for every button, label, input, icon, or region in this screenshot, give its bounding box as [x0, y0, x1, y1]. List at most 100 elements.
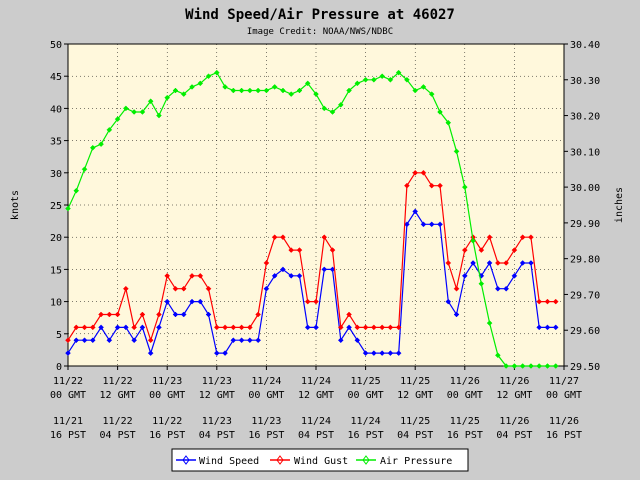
- right-tick-label: 29.90: [570, 219, 600, 230]
- data-point-wind-speed: [123, 324, 129, 331]
- x-tick-date-pst: 11/22: [152, 416, 182, 427]
- data-point-air-pressure: [180, 91, 187, 97]
- data-point-wind-gust: [486, 234, 493, 241]
- left-tick-label: 10: [50, 298, 62, 309]
- data-point-air-pressure: [230, 87, 237, 94]
- data-point-air-pressure: [346, 87, 352, 94]
- data-point-wind-gust: [478, 247, 485, 253]
- data-point-wind-speed: [81, 337, 88, 344]
- data-point-wind-gust: [362, 324, 369, 331]
- data-point-wind-speed: [114, 324, 121, 331]
- data-point-wind-speed: [156, 324, 162, 331]
- data-point-wind-gust: [222, 324, 228, 331]
- data-point-wind-gust: [412, 169, 419, 176]
- data-point-air-pressure: [106, 127, 113, 133]
- series-layer: [66, 69, 559, 369]
- x-tick-time-gmt: 12 GMT: [100, 390, 136, 401]
- right-tick-label: 29.60: [570, 326, 600, 337]
- data-point-wind-gust: [98, 311, 104, 318]
- data-point-air-pressure: [238, 87, 245, 94]
- data-point-air-pressure: [156, 112, 162, 119]
- data-point-wind-gust: [81, 324, 88, 331]
- data-point-air-pressure: [255, 87, 261, 94]
- left-tick-label: 50: [50, 40, 62, 51]
- data-point-wind-gust: [461, 247, 468, 253]
- data-point-air-pressure: [528, 363, 534, 369]
- data-point-wind-speed: [313, 324, 319, 331]
- data-point-air-pressure: [511, 363, 518, 369]
- data-point-wind-speed: [387, 350, 394, 356]
- data-point-air-pressure: [213, 69, 220, 76]
- data-point-wind-speed: [280, 266, 286, 273]
- data-point-wind-gust: [428, 182, 435, 189]
- data-point-wind-speed: [552, 324, 559, 331]
- data-point-wind-gust: [420, 169, 427, 176]
- data-point-wind-gust: [280, 234, 286, 241]
- data-point-air-pressure: [486, 320, 493, 326]
- data-point-wind-speed: [131, 337, 137, 344]
- x-tick-date-pst: 11/21: [53, 416, 83, 427]
- data-point-wind-speed: [420, 221, 427, 228]
- data-point-wind-speed: [486, 260, 493, 266]
- x-tick-time-pst: 16 PST: [447, 430, 483, 441]
- x-tick-date-pst: 11/25: [400, 416, 430, 427]
- data-point-wind-speed: [445, 298, 452, 305]
- x-tick-date-gmt: 11/26: [499, 376, 529, 387]
- data-point-wind-gust: [445, 260, 452, 266]
- x-tick-time-gmt: 00 GMT: [447, 390, 483, 401]
- legend-air-pressure-label: Air Pressure: [380, 456, 452, 467]
- data-point-wind-speed: [511, 272, 518, 279]
- data-point-wind-speed: [263, 285, 270, 292]
- data-point-wind-speed: [371, 350, 377, 356]
- x-axis: 11/22 00 GMT 11/21 16 PST 11/22 12 GMT 11/22 04…: [50, 366, 582, 441]
- data-point-wind-gust: [247, 324, 253, 331]
- data-point-air-pressure: [296, 87, 303, 94]
- data-point-wind-gust: [503, 260, 509, 266]
- data-point-air-pressure: [164, 94, 171, 101]
- data-point-wind-gust: [296, 247, 303, 253]
- x-tick-date-gmt: 11/23: [202, 376, 232, 387]
- right-tick-label: 29.70: [570, 290, 600, 301]
- data-point-air-pressure: [453, 148, 460, 155]
- data-point-wind-gust: [197, 272, 204, 279]
- data-point-wind-gust: [337, 324, 344, 331]
- x-tick-time-gmt: 12 GMT: [199, 390, 235, 401]
- data-point-wind-gust: [519, 234, 526, 241]
- left-tick-label: 40: [50, 104, 62, 115]
- data-point-wind-speed: [189, 298, 195, 305]
- x-tick-time-gmt: 12 GMT: [298, 390, 334, 401]
- data-point-air-pressure: [503, 363, 509, 369]
- x-tick-time-gmt: 12 GMT: [397, 390, 433, 401]
- data-point-wind-gust: [213, 324, 220, 331]
- data-point-air-pressure: [280, 87, 286, 94]
- data-point-wind-speed: [528, 260, 534, 266]
- left-tick-label: 20: [50, 233, 62, 244]
- data-point-air-pressure: [123, 105, 129, 112]
- series-wind-speed: [66, 209, 559, 356]
- data-point-wind-speed: [503, 285, 509, 292]
- data-point-wind-speed: [230, 337, 237, 344]
- legend-wind-gust-marker: [276, 455, 284, 465]
- data-point-wind-gust: [106, 311, 113, 318]
- chart-title: Wind Speed/Air Pressure at 46027: [185, 7, 455, 23]
- x-tick-time-pst: 04 PST: [397, 430, 433, 441]
- data-point-wind-speed: [205, 311, 212, 318]
- data-point-air-pressure: [89, 144, 96, 151]
- x-tick-date-pst: 11/23: [251, 416, 281, 427]
- data-point-wind-speed: [296, 272, 303, 279]
- data-point-wind-speed: [106, 337, 113, 344]
- data-point-air-pressure: [73, 187, 80, 194]
- data-point-wind-speed: [288, 272, 295, 279]
- data-point-air-pressure: [263, 87, 270, 94]
- data-point-wind-gust: [255, 311, 261, 318]
- data-point-wind-gust: [89, 324, 96, 331]
- x-tick-date-gmt: 11/25: [400, 376, 430, 387]
- data-point-air-pressure: [313, 91, 319, 97]
- data-point-wind-gust: [288, 247, 295, 253]
- data-point-air-pressure: [379, 73, 385, 80]
- data-point-wind-speed: [470, 260, 476, 266]
- x-tick-time-pst: 04 PST: [100, 430, 136, 441]
- chart-subtitle: Image Credit: NOAA/NWS/NDBC: [247, 27, 393, 37]
- series-line-wind-speed: [67, 210, 556, 356]
